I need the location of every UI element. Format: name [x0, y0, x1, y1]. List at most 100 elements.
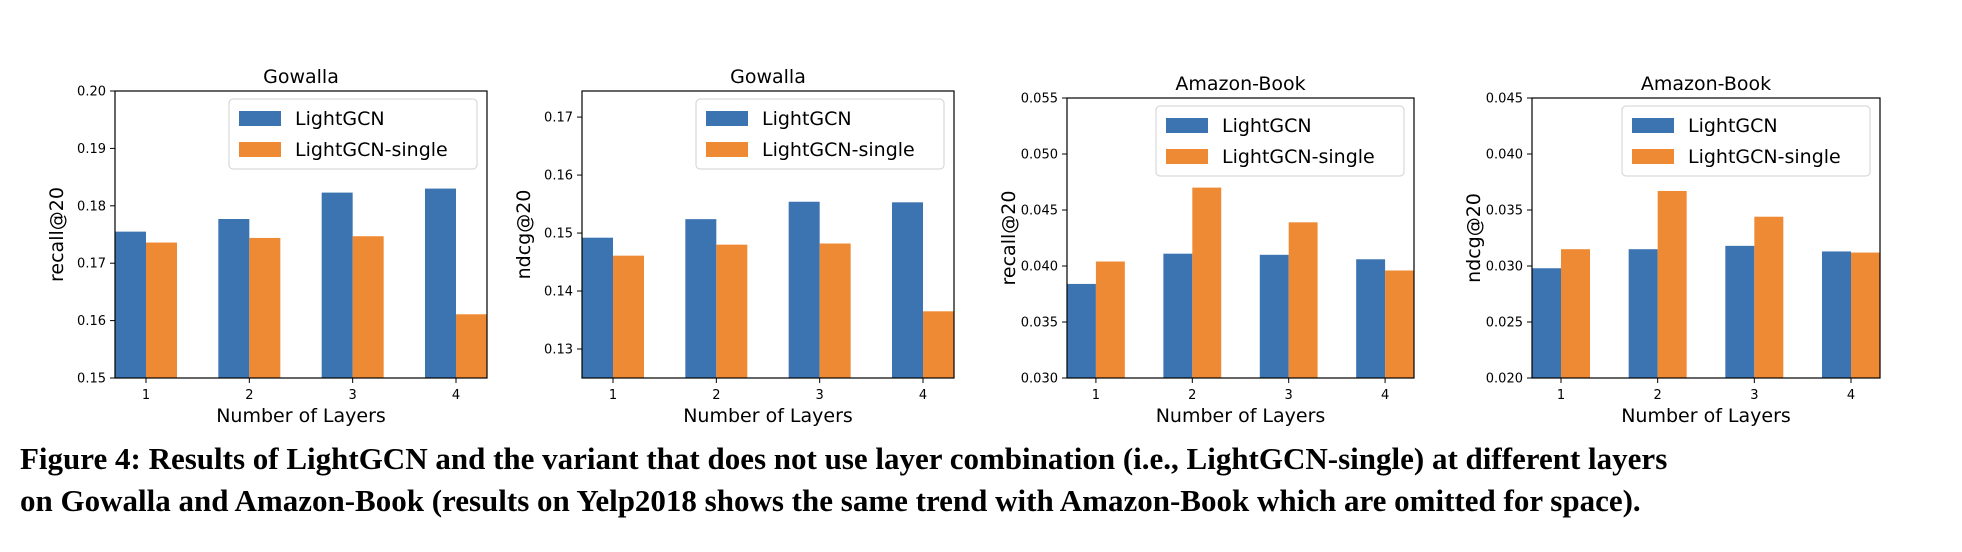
y-tick-label: 0.025: [1486, 316, 1523, 331]
plot-frame: [581, 90, 955, 379]
legend-swatch-lightgcn-single: [706, 142, 748, 157]
y-axis-label: recall@20: [46, 187, 68, 282]
y-tick-label: 0.020: [1486, 372, 1523, 387]
bar-lightgcn-layer-4: [892, 202, 923, 378]
y-tick-label: 0.035: [1486, 204, 1523, 219]
y-tick-label: 0.16: [77, 314, 106, 329]
y-tick-label: 0.18: [77, 199, 106, 214]
chart-title: Gowalla: [730, 66, 806, 88]
legend-label-lightgcn: LightGCN: [1222, 115, 1312, 137]
bar-lightgcn-single-layer-1: [1561, 249, 1590, 378]
y-tick-label: 0.20: [77, 85, 106, 100]
x-tick-label: 2: [712, 388, 720, 403]
bar-lightgcn-single-layer-4: [1851, 252, 1880, 378]
bar-lightgcn-single-layer-4: [923, 311, 954, 378]
y-tick-label: 0.055: [1021, 92, 1058, 107]
figure-charts: 0.15 0.16 0.17 0.18 0.19 0.20 1 2 3 4 Gowalla Numbe…: [46, 66, 1881, 427]
x-axis-label: Number of Layers: [1621, 405, 1791, 427]
caption-line-2: on Gowalla and Amazon-Book (results on Y…: [20, 483, 1641, 518]
x-tick-label: 1: [609, 388, 617, 403]
y-tick-label: 0.13: [544, 343, 573, 358]
x-tick-label: 1: [1092, 388, 1100, 403]
chart-legend: LightGCN LightGCN-single: [228, 98, 478, 170]
legend-label-lightgcn: LightGCN: [762, 108, 852, 130]
y-tick-label: 0.15: [544, 227, 573, 242]
legend-swatch-lightgcn-single: [239, 142, 281, 157]
legend-swatch-lightgcn: [706, 111, 748, 126]
y-axis-label: ndcg@20: [513, 190, 535, 280]
y-tick-label: 0.030: [1021, 372, 1058, 387]
x-tick-label: 3: [1285, 388, 1293, 403]
y-tick-label: 0.15: [77, 372, 106, 387]
x-tick-label: 2: [1654, 388, 1662, 403]
x-tick-label: 3: [349, 388, 357, 403]
bar-lightgcn-layer-4: [425, 188, 456, 378]
chart-legend: LightGCN LightGCN-single: [1155, 105, 1405, 177]
x-axis-label: Number of Layers: [1156, 405, 1326, 427]
bar-lightgcn-single-layer-3: [1754, 216, 1784, 378]
bar-lightgcn-single-layer-4: [1385, 270, 1414, 378]
caption-line-1: Figure 4: Results of LightGCN and the va…: [20, 441, 1668, 476]
bar-lightgcn-single-layer-3: [819, 243, 851, 378]
chart-panel-4: 0.020 0.025 0.030 0.035 0.040 0.045 1 2 3 4 Amazon…: [1463, 73, 1881, 427]
bar-lightgcn-layer-1: [115, 231, 146, 378]
y-tick-label: 0.045: [1021, 204, 1058, 219]
legend-label-lightgcn-single: LightGCN-single: [1222, 146, 1375, 168]
chart-title: Amazon-Book: [1175, 73, 1305, 95]
bar-lightgcn-single-layer-2: [1657, 190, 1687, 378]
chart-legend: LightGCN LightGCN-single: [1621, 105, 1871, 177]
chart-panel-3: 0.030 0.035 0.040 0.045 0.050 0.055 1 2 3 4 Amazon…: [998, 73, 1415, 427]
bar-lightgcn-single-layer-3: [1288, 222, 1318, 378]
y-tick-label: 0.14: [544, 285, 573, 300]
x-tick-label: 3: [1750, 388, 1758, 403]
legend-box: [1621, 105, 1871, 177]
bar-lightgcn-layer-4: [1356, 259, 1386, 378]
x-axis-label: Number of Layers: [216, 405, 386, 427]
bar-lightgcn-layer-2: [685, 219, 717, 378]
legend-label-lightgcn: LightGCN: [1688, 115, 1778, 137]
bar-lightgcn-single-layer-1: [1095, 261, 1125, 378]
bar-lightgcn-layer-3: [1259, 254, 1289, 378]
bar-lightgcn-single-layer-1: [613, 255, 644, 378]
chart-title: Amazon-Book: [1641, 73, 1771, 95]
y-tick-label: 0.17: [544, 111, 573, 126]
y-tick-label: 0.19: [77, 142, 106, 157]
figure-caption: Figure 4: Results of LightGCN and the va…: [20, 438, 1950, 522]
y-tick-label: 0.045: [1486, 92, 1523, 107]
bar-lightgcn-single-layer-2: [716, 244, 748, 378]
bar-lightgcn-single-layer-1: [146, 242, 177, 378]
legend-label-lightgcn-single: LightGCN-single: [1688, 146, 1841, 168]
bar-lightgcn-layer-2: [218, 219, 250, 378]
bar-lightgcn-layer-3: [1725, 245, 1755, 378]
x-tick-label: 3: [816, 388, 824, 403]
bar-lightgcn-layer-2: [1628, 249, 1658, 378]
bar-lightgcn-layer-3: [788, 201, 820, 378]
y-tick-label: 0.050: [1021, 148, 1058, 163]
y-tick-label: 0.040: [1486, 148, 1523, 163]
bar-lightgcn-layer-1: [1532, 268, 1561, 378]
x-tick-label: 2: [245, 388, 253, 403]
legend-box: [1155, 105, 1405, 177]
chart-panel-2: 0.13 0.14 0.15 0.16 0.17 1 2 3 4 Gowalla Number of…: [513, 66, 955, 427]
plot-frame: [1531, 97, 1881, 379]
x-tick-label: 1: [1557, 388, 1565, 403]
x-tick-label: 2: [1188, 388, 1196, 403]
bar-lightgcn-layer-2: [1163, 253, 1193, 378]
legend-box: [228, 98, 478, 170]
y-axis-label: recall@20: [998, 191, 1020, 286]
chart-legend: LightGCN LightGCN-single: [695, 98, 945, 170]
legend-swatch-lightgcn: [1166, 118, 1208, 133]
legend-label-lightgcn-single: LightGCN-single: [762, 139, 915, 161]
legend-box: [695, 98, 945, 170]
x-axis-label: Number of Layers: [683, 405, 853, 427]
chart-panel-1: 0.15 0.16 0.17 0.18 0.19 0.20 1 2 3 4 Gowalla Numbe…: [46, 66, 488, 427]
legend-label-lightgcn: LightGCN: [295, 108, 385, 130]
bar-lightgcn-single-layer-4: [456, 314, 487, 378]
x-tick-label: 4: [1847, 388, 1855, 403]
legend-swatch-lightgcn: [1632, 118, 1674, 133]
legend-swatch-lightgcn: [239, 111, 281, 126]
x-tick-label: 4: [919, 388, 927, 403]
bar-lightgcn-layer-1: [582, 237, 613, 378]
y-tick-label: 0.16: [544, 169, 573, 184]
bar-lightgcn-single-layer-2: [1192, 187, 1222, 378]
